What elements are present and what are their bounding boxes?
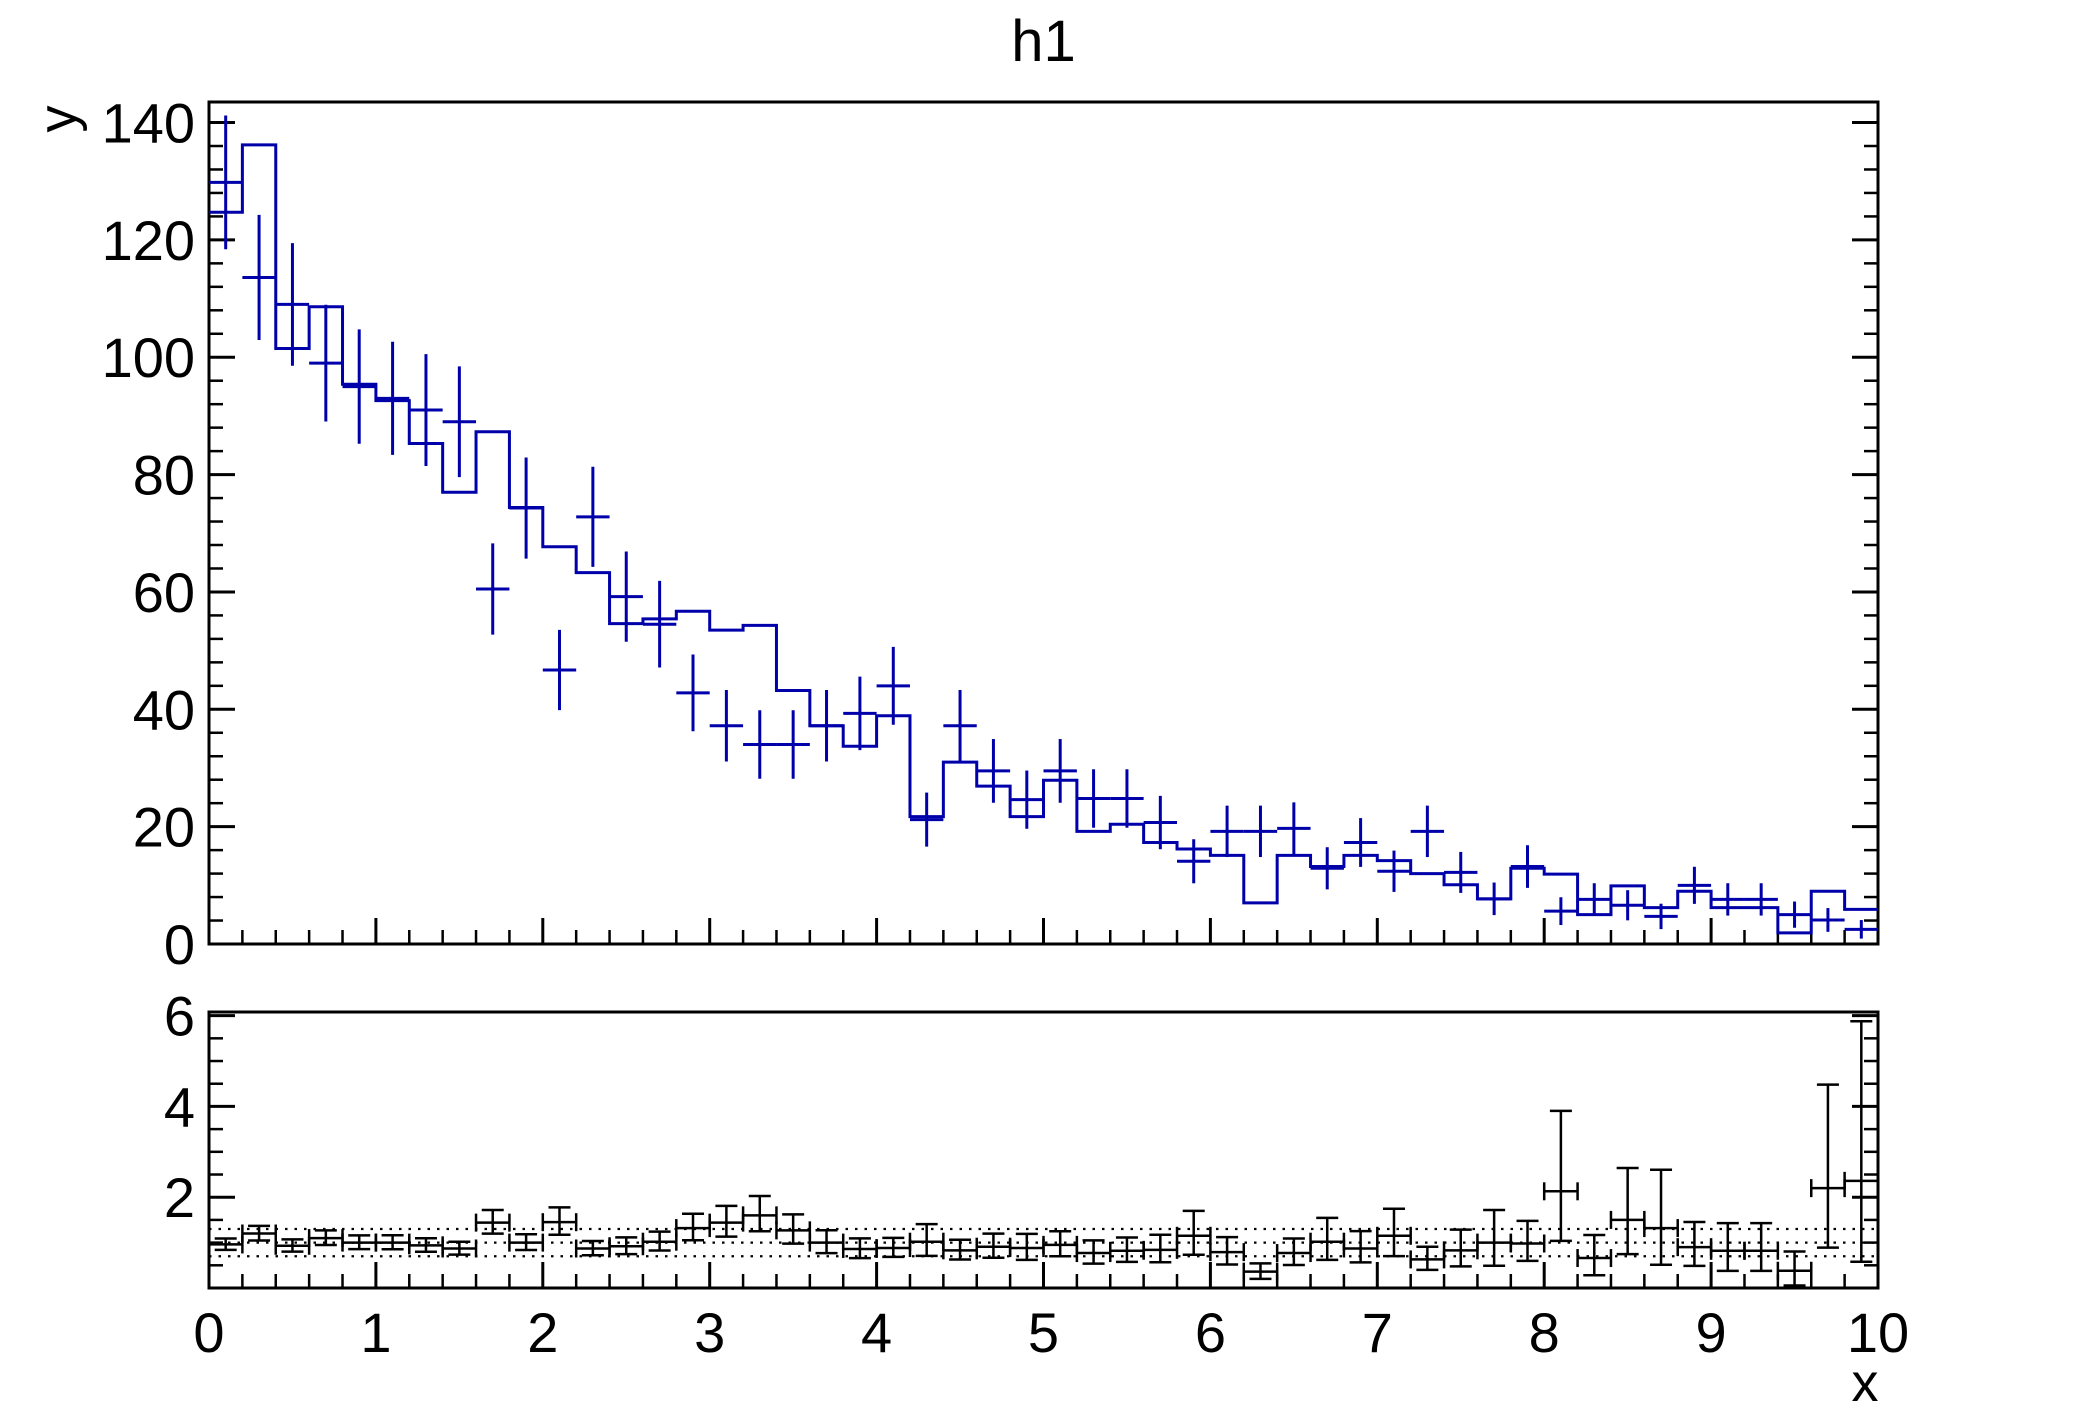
histogram-step-line bbox=[209, 143, 1878, 935]
main-y-tick-label: 40 bbox=[133, 678, 195, 741]
x-axis-title: x bbox=[1851, 1353, 1879, 1413]
x-tick-label: 6 bbox=[1195, 1301, 1226, 1364]
main-y-tick-label: 100 bbox=[102, 326, 195, 389]
x-tick-label: 7 bbox=[1362, 1301, 1393, 1364]
x-tick-label: 1 bbox=[360, 1301, 391, 1364]
main-y-tick-label: 80 bbox=[133, 444, 195, 507]
x-tick-label: 10 bbox=[1847, 1301, 1909, 1364]
plot-title: h1 bbox=[1011, 9, 1076, 74]
main-y-tick-label: 60 bbox=[133, 561, 195, 624]
ratio-points-group bbox=[209, 1019, 1878, 1287]
x-tick-label: 8 bbox=[1529, 1301, 1560, 1364]
ratio-y-tick-label: 2 bbox=[164, 1166, 195, 1229]
x-tick-label: 5 bbox=[1028, 1301, 1059, 1364]
main-y-tick-label: 0 bbox=[164, 913, 195, 976]
x-tick-label: 3 bbox=[694, 1301, 725, 1364]
main-y-tick-label: 120 bbox=[102, 209, 195, 272]
data-points-group bbox=[209, 115, 1878, 939]
main-y-tick-label: 20 bbox=[133, 796, 195, 859]
main-y-tick-label: 140 bbox=[102, 92, 195, 155]
x-tick-label: 9 bbox=[1696, 1301, 1727, 1364]
x-tick-label: 2 bbox=[527, 1301, 558, 1364]
x-tick-label: 4 bbox=[861, 1301, 892, 1364]
x-tick-label: 0 bbox=[193, 1301, 224, 1364]
ratio-y-tick-label: 6 bbox=[164, 985, 195, 1048]
ratio-y-tick-label: 4 bbox=[164, 1075, 195, 1138]
